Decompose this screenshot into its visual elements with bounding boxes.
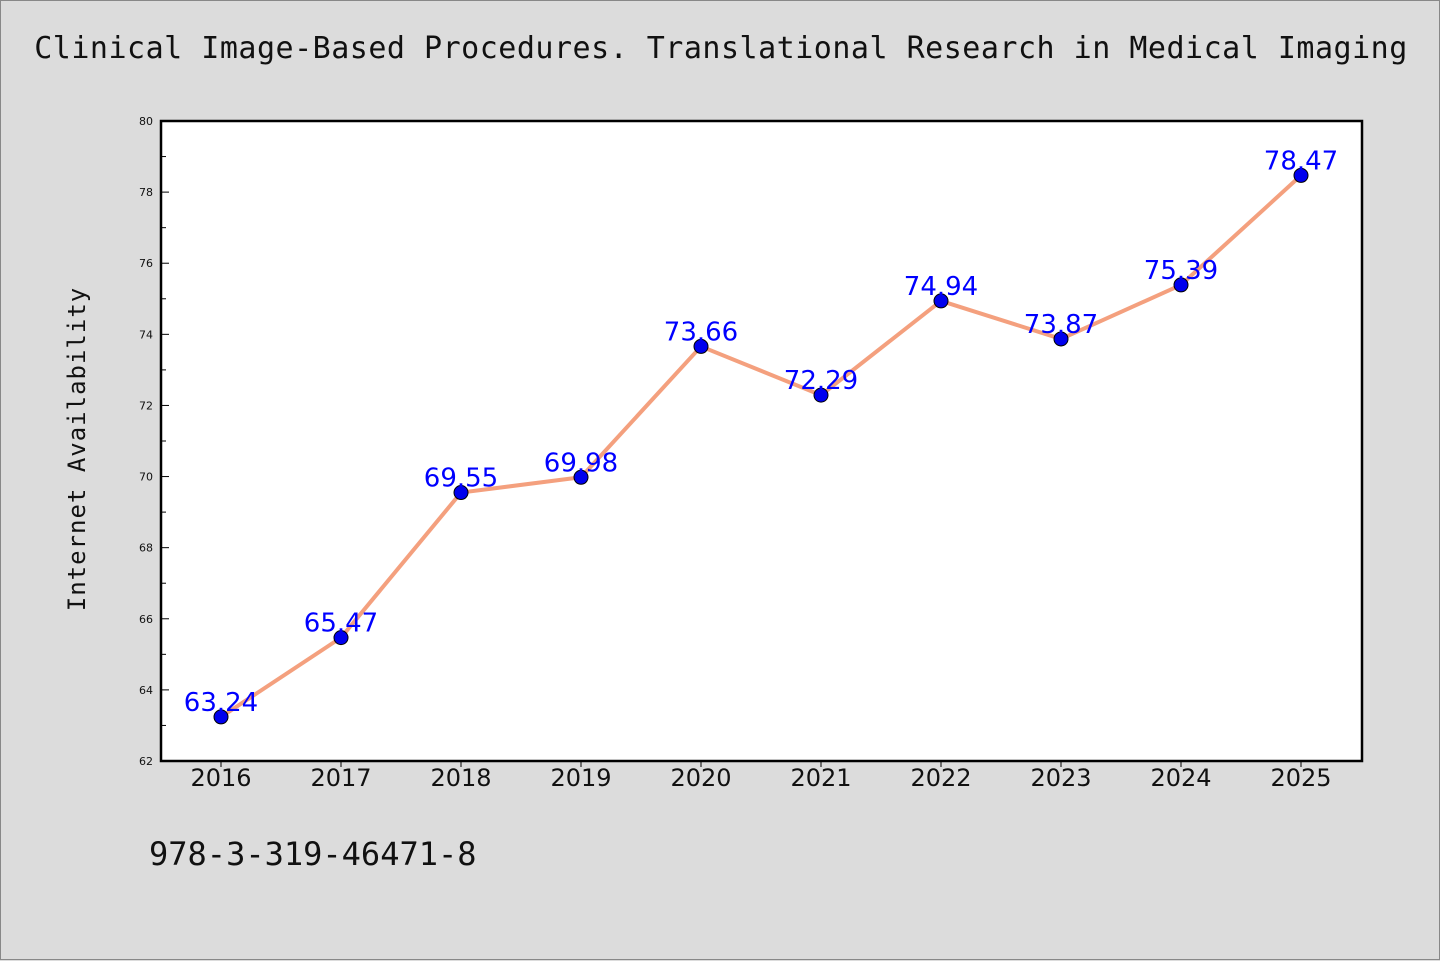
x-tick-label: 2016 — [190, 764, 251, 792]
data-point — [1173, 277, 1189, 293]
data-point — [213, 709, 229, 725]
y-tick-label: 74 — [139, 328, 153, 341]
data-point — [1293, 167, 1309, 183]
x-tick-label: 2025 — [1270, 764, 1331, 792]
data-label: 63.24 — [184, 688, 258, 718]
data-point — [1053, 331, 1069, 347]
x-tick-label: 2021 — [790, 764, 851, 792]
x-tick-label: 2017 — [310, 764, 371, 792]
data-label: 69.98 — [544, 448, 618, 478]
data-point — [573, 469, 589, 485]
data-label: 78.47 — [1264, 146, 1338, 176]
data-label: 74.94 — [904, 272, 978, 302]
y-tick-label: 70 — [139, 471, 153, 484]
y-tick-label: 64 — [139, 684, 153, 697]
isbn-text: 978-3-319-46471-8 — [149, 835, 477, 873]
x-tick-label: 2018 — [430, 764, 491, 792]
data-point — [453, 485, 469, 501]
x-tick-label: 2020 — [670, 764, 731, 792]
x-tick-label: 2023 — [1030, 764, 1091, 792]
y-tick-label: 76 — [139, 257, 153, 270]
y-tick-label: 68 — [139, 542, 153, 555]
y-tick-label: 78 — [139, 186, 153, 199]
x-tick-label: 2022 — [910, 764, 971, 792]
y-tick-label: 66 — [139, 613, 153, 626]
data-label: 65.47 — [304, 609, 378, 639]
x-tick-label: 2024 — [1150, 764, 1211, 792]
x-tick-label: 2019 — [550, 764, 611, 792]
chart-title: Clinical Image-Based Procedures. Transla… — [34, 31, 1408, 66]
data-label: 73.87 — [1024, 310, 1098, 340]
data-label: 75.39 — [1144, 256, 1218, 286]
data-point — [933, 293, 949, 309]
data-point — [813, 387, 829, 403]
data-point — [693, 338, 709, 354]
y-tick-label: 72 — [139, 399, 153, 412]
plot-background — [161, 121, 1362, 761]
data-label: 73.66 — [664, 317, 738, 347]
data-label: 69.55 — [424, 464, 498, 494]
data-point — [333, 630, 349, 646]
series-line — [219, 173, 1303, 719]
plot-frame — [159, 119, 1364, 763]
y-tick-label: 62 — [139, 755, 153, 768]
y-tick-label: 80 — [139, 115, 153, 128]
data-label: 72.29 — [784, 366, 858, 396]
